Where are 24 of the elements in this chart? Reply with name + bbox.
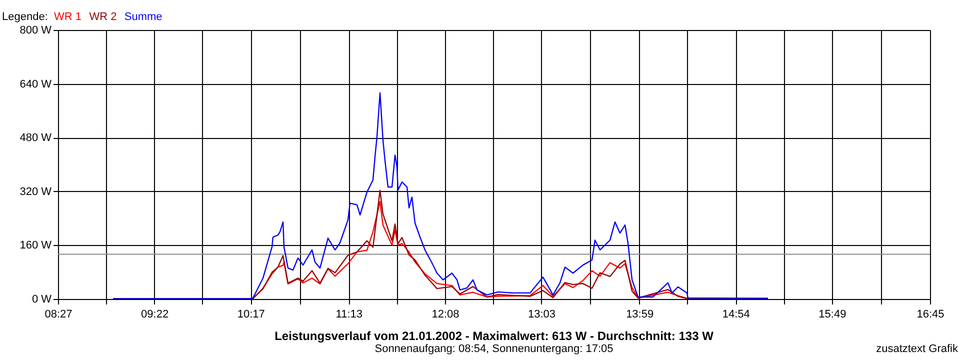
y-tick-label: 320 W xyxy=(20,186,52,198)
text: WR 2 xyxy=(89,11,117,23)
y-tick-label: 800 W xyxy=(20,24,52,36)
x-tick-label: 14:54 xyxy=(722,308,750,320)
x-tick-label: 10:17 xyxy=(237,308,265,320)
x-tick-label: 08:27 xyxy=(44,308,72,320)
text: WR 1 xyxy=(54,11,82,23)
y-tick-label: 480 W xyxy=(20,132,52,144)
x-tick-label: 09:22 xyxy=(141,308,169,320)
x-tick-label: 11:13 xyxy=(336,308,363,320)
x-tick-label: 15:49 xyxy=(818,308,846,320)
y-tick-label: 160 W xyxy=(20,240,52,252)
text: zusatztext Grafik xyxy=(876,343,958,355)
y-tick-label: 640 W xyxy=(20,78,52,90)
x-tick-label: 13:59 xyxy=(626,308,654,320)
x-tick-label: 13:03 xyxy=(528,308,556,320)
text: Leistungsverlauf vom 21.01.2002 - Maximalwert: 613 W - Durchschnitt: 133 W xyxy=(274,329,714,343)
x-tick-label: 16:45 xyxy=(916,308,944,320)
legend-title: Legende: xyxy=(2,11,48,23)
text: Summe xyxy=(124,11,162,23)
line-series xyxy=(112,92,769,299)
text: Sonnenaufgang: 08:54, Sonnenuntergang: 17:05 xyxy=(374,343,614,355)
x-tick-label: 12:08 xyxy=(432,308,460,320)
y-tick-label: 0 W xyxy=(32,294,52,306)
